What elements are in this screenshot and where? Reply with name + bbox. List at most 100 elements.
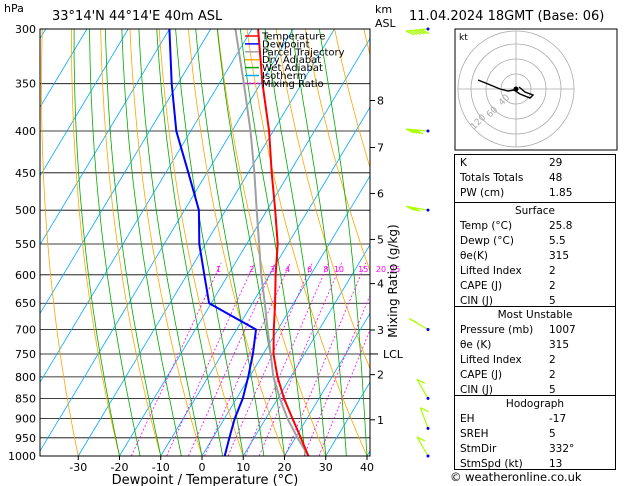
pressure-tick-label: 400 [15,125,36,138]
x-tick-label: 40 [360,461,374,474]
wet-adiabat-line [156,29,223,456]
pressure-tick-label: 750 [15,348,36,361]
hodo-label: StmDir [460,443,497,455]
dry-adiabat-line [158,29,244,456]
surface-row: Temp (°C) 25.8 [455,220,615,235]
surface-row: Lifted Index 2 [455,265,615,280]
mu-label: CIN (J) [460,384,493,396]
mu-row: θe (K) 315 [455,339,615,354]
legend-label: Temperature [261,32,325,43]
surface-label: Dewp (°C) [460,235,514,247]
dewpoint-line [168,29,258,456]
hodo-value: 13 [549,458,563,470]
surface-value: 5 [549,295,556,307]
hodograph-frame [454,28,618,151]
most-unstable-box: Most Unstable Pressure (mb) 1007 θe (K) 31… [454,306,616,397]
hodograph-title: Hodograph [505,398,565,410]
hodo-row: StmSpd (kt) 13 [455,458,615,473]
x-tick-label: 20 [278,461,292,474]
isotherm-line [40,29,170,246]
pressure-unit-label: hPa [4,2,24,15]
isotherm-line [119,37,370,456]
surface-row: CIN (J) 5 [455,295,615,310]
surface-value: 5.5 [549,235,566,247]
wind-barb [408,317,430,332]
hodograph-unit-label: kt [459,33,468,43]
isotherm-line [160,106,370,456]
wet-adiabat-line [105,29,162,456]
wet-adiabat-line [73,29,120,456]
mixing-ratio-label: 6 [307,265,312,274]
mixing-ratio-line [188,262,276,456]
x-tick-label: -10 [152,461,170,474]
mu-label: θe (K) [460,339,492,351]
mixing-ratio-label: 8 [323,265,328,274]
surface-value: 315 [549,250,570,262]
surface-row: CAPE (J) 2 [455,280,615,295]
surface-box: Surface Temp (°C) 25.8 Dewp (°C) 5.5 θe(K)… [454,202,616,308]
parcel-line [234,29,310,456]
pressure-tick-label: 350 [15,78,36,91]
wet-adiabat-line [195,29,265,456]
wind-barb [416,436,430,458]
footer-credit: © weatheronline.co.uk [450,470,582,484]
height-km-label: 8 [377,94,384,107]
pressure-tick-label: 1000 [8,450,36,463]
legend-label: Dry Adiabat [262,55,321,66]
mu-row: CIN (J) 5 [455,384,615,399]
pressure-tick-label: 700 [15,324,36,337]
plot-frame [39,28,371,457]
mixing-ratio-line [166,262,255,456]
mu-row: CAPE (J) 2 [455,369,615,384]
surface-row: θe(K) 315 [455,250,615,265]
datetime-label: 11.04.2024 18GMT (Base: 06) [409,9,604,24]
indices-panel: K 29 Totals Totals 48 PW (cm) 1.85 Surface … [454,154,616,470]
dry-adiabat-line [188,29,285,456]
dry-adiabat-line [41,29,79,456]
isotherm-line [40,29,88,109]
surface-label: CIN (J) [460,295,493,307]
x-tick-label: 30 [319,461,333,474]
pressure-tick-label: 300 [15,23,36,36]
height-km-label: 5 [377,233,384,246]
mu-row: Pressure (mb) 1007 [455,324,615,339]
mixing-ratio-label: 25 [390,265,400,274]
wet-adiabat-line [239,29,306,456]
wet-adiabat-line [89,29,141,456]
pressure-tick-label: 650 [15,297,36,310]
wind-barb [405,128,430,135]
wet-adiabat-line [121,29,182,456]
hodograph-box: Hodograph EH -17 SREH 5 StmDir 332° StmSpd … [454,395,616,470]
surface-value: 2 [549,280,556,292]
mixing-ratio-label: 10 [334,265,344,274]
mixing-ratio-label: 2 [249,265,254,274]
pressure-tick-label: 450 [15,167,36,180]
surface-title: Surface [514,205,555,217]
isotherm-line [325,381,370,456]
dry-adiabat-line [71,29,120,456]
mu-value: 315 [549,339,570,351]
x-tick-label: 10 [236,461,250,474]
height-unit-asl: ASL [375,17,397,30]
mixing-ratio-line [284,262,367,456]
surface-value: 2 [549,265,556,277]
index-label: Totals Totals [460,172,524,184]
wind-barb [416,378,430,400]
mu-value: 2 [549,369,556,381]
x-tick-label: -20 [111,461,129,474]
mixing-ratio-label: 20 [376,265,386,274]
surface-label: CAPE (J) [460,280,503,292]
height-km-label: 6 [377,187,384,200]
index-row-tt: Totals Totals 48 [455,172,615,187]
index-row-k: K 29 [455,157,615,172]
mixing-ratio-line [204,262,291,456]
wet-adiabat-line [264,29,327,456]
isotherm-line [284,312,370,456]
index-row-pw: PW (cm) 1.85 [455,187,615,202]
wet-adiabat-line [319,29,368,456]
height-km-label: 4 [377,278,384,291]
pressure-tick-label: 550 [15,238,36,251]
pressure-tick-label: 950 [15,432,36,445]
legend-label: Isotherm [262,71,306,82]
lcl-label: LCL [383,348,404,361]
